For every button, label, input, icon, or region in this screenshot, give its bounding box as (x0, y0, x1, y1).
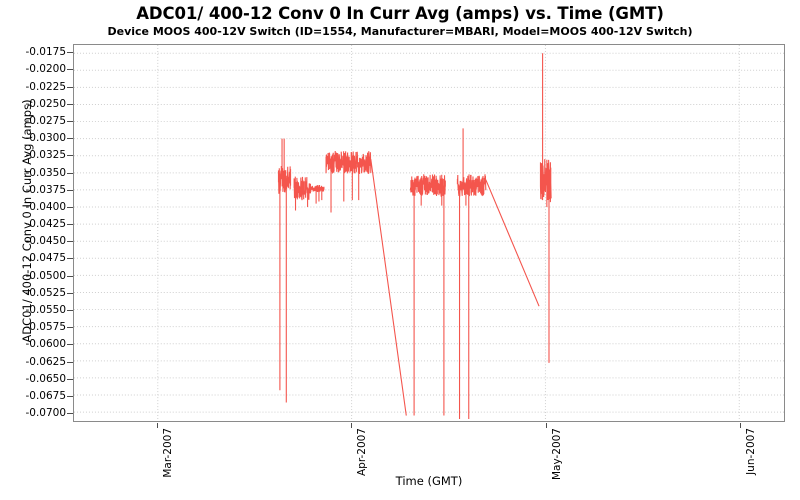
y-tick-label: -0.0625 (25, 355, 66, 368)
x-tick-mark (351, 423, 353, 428)
chart-title: ADC01/ 400-12 Conv 0 In Curr Avg (amps) … (136, 4, 664, 23)
y-tick-mark (67, 103, 73, 105)
y-tick-mark (67, 378, 73, 380)
y-tick-label: -0.0550 (25, 303, 66, 316)
y-tick-mark (67, 86, 73, 88)
y-tick-label: -0.0375 (25, 183, 66, 196)
chart-subtitle: Device MOOS 400-12V Switch (ID=1554, Man… (107, 25, 693, 38)
x-tick-mark (545, 423, 547, 428)
x-tick-label: Mar-2007 (162, 428, 175, 478)
y-tick-label: -0.0575 (25, 321, 66, 334)
y-tick-mark (67, 327, 73, 329)
y-axis-title: ADC01/ 400-12 Conv 0 In Curr Avg (amps) (20, 99, 34, 343)
y-tick-mark (67, 138, 73, 140)
y-tick-label: -0.0700 (25, 407, 66, 420)
y-tick-label: -0.0650 (25, 372, 66, 385)
y-tick-mark (67, 395, 73, 397)
y-tick-label: -0.0450 (25, 235, 66, 248)
x-tick-label: Jun-2007 (745, 428, 758, 475)
x-axis-title: Time (GMT) (395, 474, 463, 488)
y-tick-mark (67, 224, 73, 226)
y-tick-label: -0.0225 (25, 80, 66, 93)
y-tick-label: -0.0275 (25, 114, 66, 127)
x-tick-label: May-2007 (550, 428, 563, 481)
y-tick-mark (67, 258, 73, 260)
y-tick-mark (67, 275, 73, 277)
y-tick-label: -0.0500 (25, 269, 66, 282)
x-tick-mark (740, 423, 742, 428)
y-axis-tick-labels: -0.0175 -0.0200 -0.0225 -0.0250 -0.0275 -0.03… (0, 44, 66, 422)
plot-area (73, 44, 785, 422)
y-tick-mark (67, 172, 73, 174)
y-tick-label: -0.0250 (25, 97, 66, 110)
y-tick-mark (67, 52, 73, 54)
y-tick-mark (67, 69, 73, 71)
y-tick-label: -0.0175 (25, 46, 66, 59)
y-tick-label: -0.0425 (25, 218, 66, 231)
y-tick-label: -0.0350 (25, 166, 66, 179)
y-tick-mark (67, 309, 73, 311)
y-tick-mark (67, 361, 73, 363)
data-series-line (277, 53, 552, 419)
y-tick-mark (67, 413, 73, 415)
y-tick-label: -0.0400 (25, 200, 66, 213)
y-tick-mark (67, 155, 73, 157)
y-tick-mark (67, 241, 73, 243)
y-tick-label: -0.0300 (25, 132, 66, 145)
y-tick-label: -0.0475 (25, 252, 66, 265)
y-tick-mark (67, 344, 73, 346)
x-tick-label: Apr-2007 (356, 428, 369, 477)
x-tick-mark (157, 423, 159, 428)
y-tick-label: -0.0675 (25, 389, 66, 402)
y-tick-label: -0.0600 (25, 338, 66, 351)
grid-lines (74, 45, 784, 421)
y-tick-mark (67, 292, 73, 294)
y-tick-label: -0.0325 (25, 149, 66, 162)
y-tick-mark (67, 189, 73, 191)
y-tick-mark (67, 120, 73, 122)
y-tick-label: -0.0200 (25, 63, 66, 76)
y-tick-label: -0.0525 (25, 286, 66, 299)
y-tick-mark (67, 206, 73, 208)
